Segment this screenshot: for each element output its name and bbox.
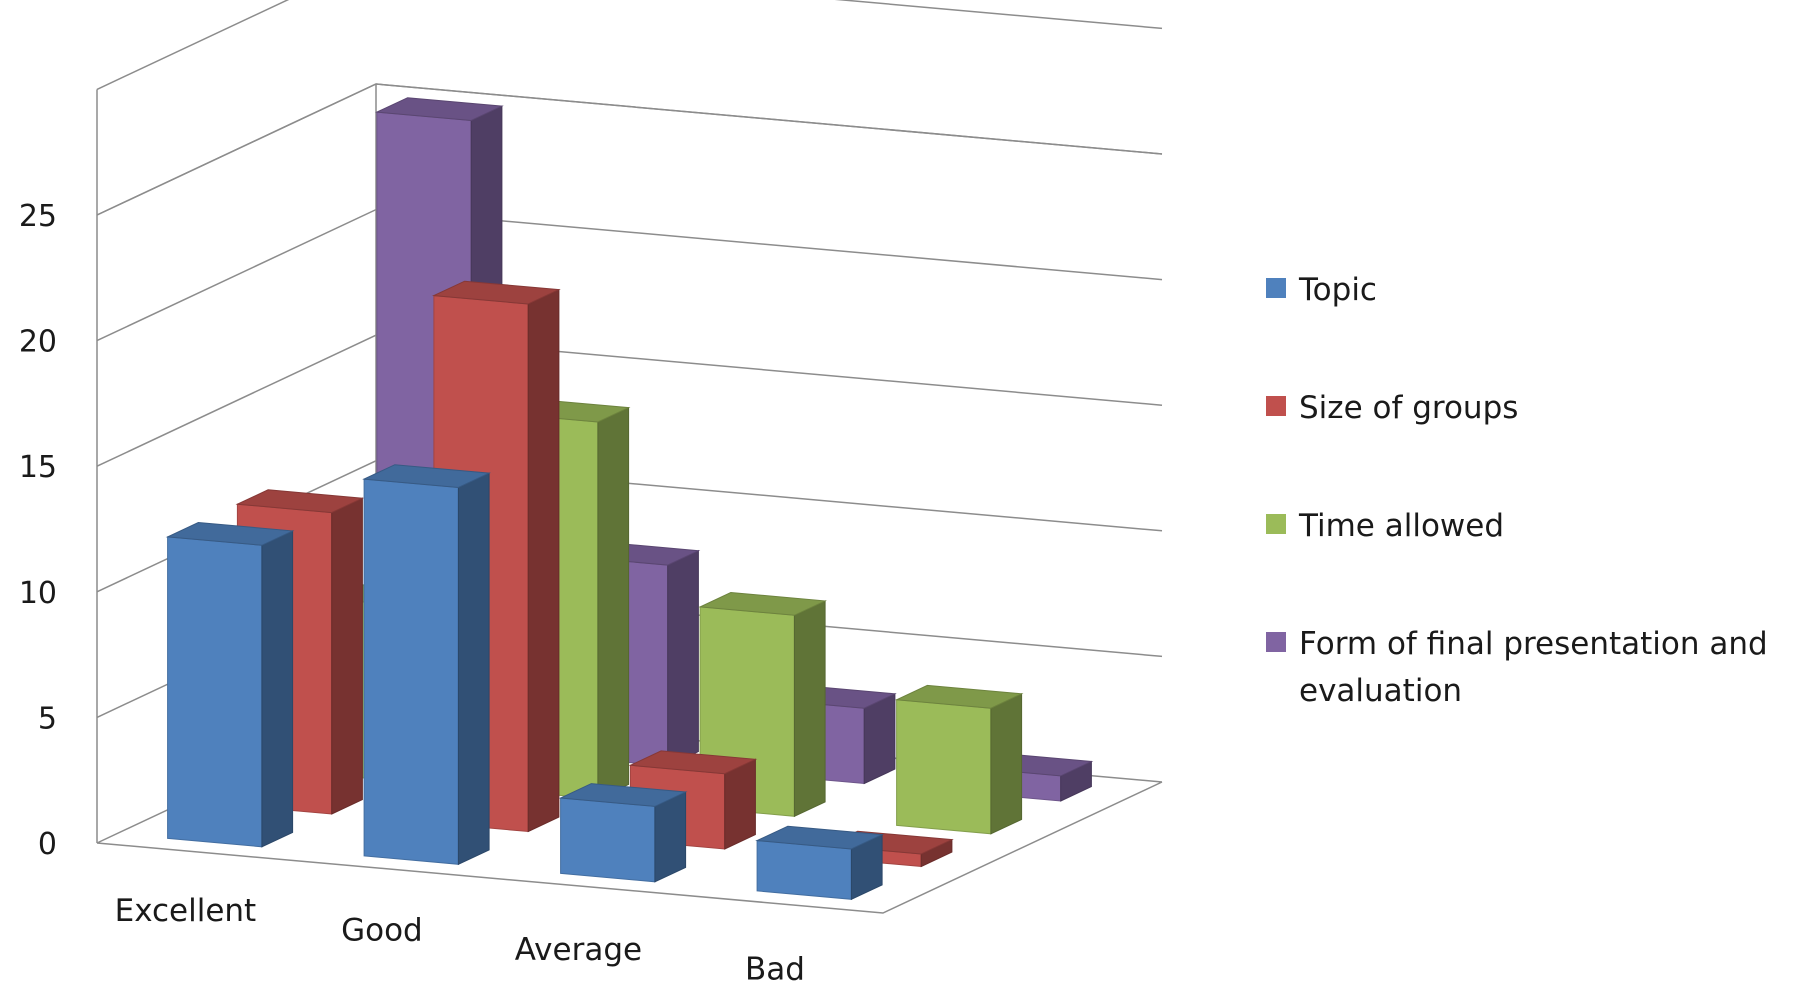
legend-label: Time allowed bbox=[1298, 508, 1504, 544]
y-axis-tick-labels: 0 5 10 15 20 25 bbox=[19, 199, 57, 862]
category-label-bad: Bad bbox=[745, 951, 805, 983]
bar-time-allowed-bad bbox=[894, 684, 1024, 835]
gridline-top bbox=[96, 83, 1163, 216]
category-label-average: Average bbox=[515, 932, 642, 968]
gridline bbox=[96, 334, 1163, 467]
y-tick-label: 20 bbox=[19, 325, 57, 360]
category-label-excellent: Excellent bbox=[115, 893, 257, 929]
gridline-top-extra bbox=[96, 0, 1163, 91]
legend-swatch bbox=[1266, 278, 1286, 298]
legend-label: Topic bbox=[1298, 272, 1377, 308]
bar-topic-average bbox=[558, 783, 688, 883]
y-tick-label: 10 bbox=[19, 576, 57, 611]
legend-item-2: Size of groups bbox=[1266, 390, 1518, 426]
chart-bars bbox=[165, 97, 1094, 901]
legend-label: Form of final presentation and bbox=[1299, 626, 1768, 662]
legend-swatch bbox=[1266, 632, 1286, 652]
front-floor-edge bbox=[96, 781, 1163, 914]
y-tick-label: 0 bbox=[38, 827, 57, 862]
y-tick-label: 15 bbox=[19, 450, 57, 485]
legend-item-1: Topic bbox=[1266, 272, 1377, 308]
gridline bbox=[96, 208, 1163, 342]
bar-topic-bad bbox=[755, 825, 884, 901]
legend-item-3: Time allowed bbox=[1266, 508, 1504, 544]
gridline-spacer bbox=[97, 0, 1162, 215]
legend-item-4: Form of final presentation and evaluation bbox=[1266, 626, 1768, 709]
bar-topic-good bbox=[362, 464, 491, 866]
legend-swatch bbox=[1266, 514, 1286, 534]
legend: Topic Size of groups Time allowed Form of f… bbox=[1266, 272, 1768, 709]
bar-topic-excellent bbox=[165, 521, 295, 848]
gridline bbox=[96, 83, 1163, 216]
category-label-good: Good bbox=[341, 912, 423, 948]
y-tick-label: 25 bbox=[19, 199, 57, 234]
legend-label: evaluation bbox=[1299, 673, 1462, 709]
legend-swatch bbox=[1266, 396, 1286, 416]
x-axis-category-labels: Excellent Good Average Bad bbox=[115, 893, 805, 983]
legend-label: Size of groups bbox=[1299, 390, 1518, 426]
y-tick-label: 5 bbox=[38, 701, 57, 736]
